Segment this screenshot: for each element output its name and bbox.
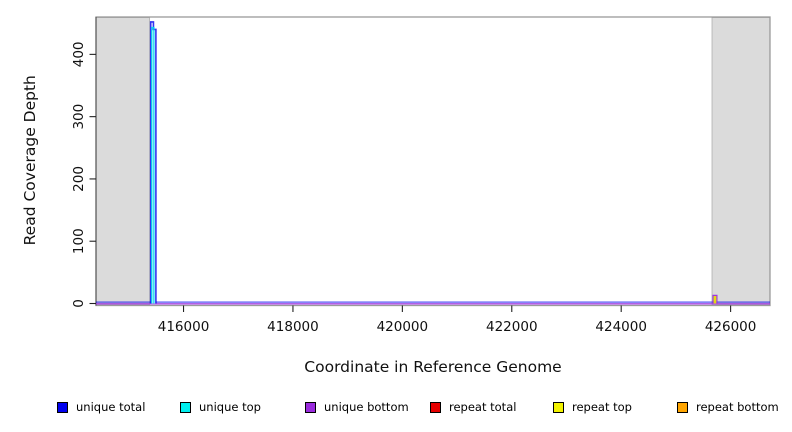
- spike-repeat-top: [713, 295, 717, 304]
- legend-color-swatch: [305, 401, 316, 413]
- x-tick-label: 422000: [486, 319, 538, 335]
- legend: unique total unique top unique bottom repea…: [0, 399, 792, 417]
- plot-canvas: 416000 418000 420000 422000 424000 426000 0 100…: [21, 16, 771, 376]
- legend-label: repeat top: [572, 400, 632, 414]
- legend-label: unique total: [76, 400, 146, 414]
- legend-item-unique-total: unique total: [57, 399, 145, 415]
- legend-item-repeat-top: repeat top: [553, 399, 632, 415]
- shaded-region: [95, 17, 151, 305]
- legend-color-swatch: [553, 401, 564, 413]
- x-tick-label: 418000: [267, 319, 319, 335]
- y-tick-label: 200: [71, 166, 87, 192]
- legend-color-swatch: [677, 401, 688, 413]
- spike-unique-bottom: [712, 294, 718, 304]
- x-tick-label: 426000: [705, 319, 757, 335]
- x-axis-title: Coordinate in Reference Genome: [304, 358, 561, 376]
- legend-color-swatch: [180, 401, 191, 413]
- shaded-region: [711, 17, 771, 305]
- legend-item-repeat-bottom: repeat bottom: [677, 399, 779, 415]
- legend-item-unique-bottom: unique bottom: [305, 399, 409, 415]
- legend-label: unique top: [199, 400, 261, 414]
- x-tick-label: 424000: [595, 319, 647, 335]
- legend-color-swatch: [57, 401, 68, 413]
- y-tick-label: 0: [71, 299, 87, 308]
- legend-label: repeat total: [449, 400, 517, 414]
- spike-unique-top: [151, 26, 155, 304]
- legend-label: repeat bottom: [696, 400, 779, 414]
- legend-color-swatch: [430, 401, 441, 413]
- y-tick-label: 300: [71, 104, 87, 130]
- legend-label: unique bottom: [324, 400, 409, 414]
- legend-item-repeat-total: repeat total: [430, 399, 516, 415]
- plot-border: [95, 16, 771, 307]
- y-axis-title: Read Coverage Depth: [21, 75, 39, 245]
- y-tick-label: 400: [71, 41, 87, 67]
- y-tick-label: 100: [71, 228, 87, 254]
- x-tick-label: 420000: [377, 319, 429, 335]
- x-tick-label: 416000: [158, 319, 210, 335]
- legend-item-unique-top: unique top: [180, 399, 261, 415]
